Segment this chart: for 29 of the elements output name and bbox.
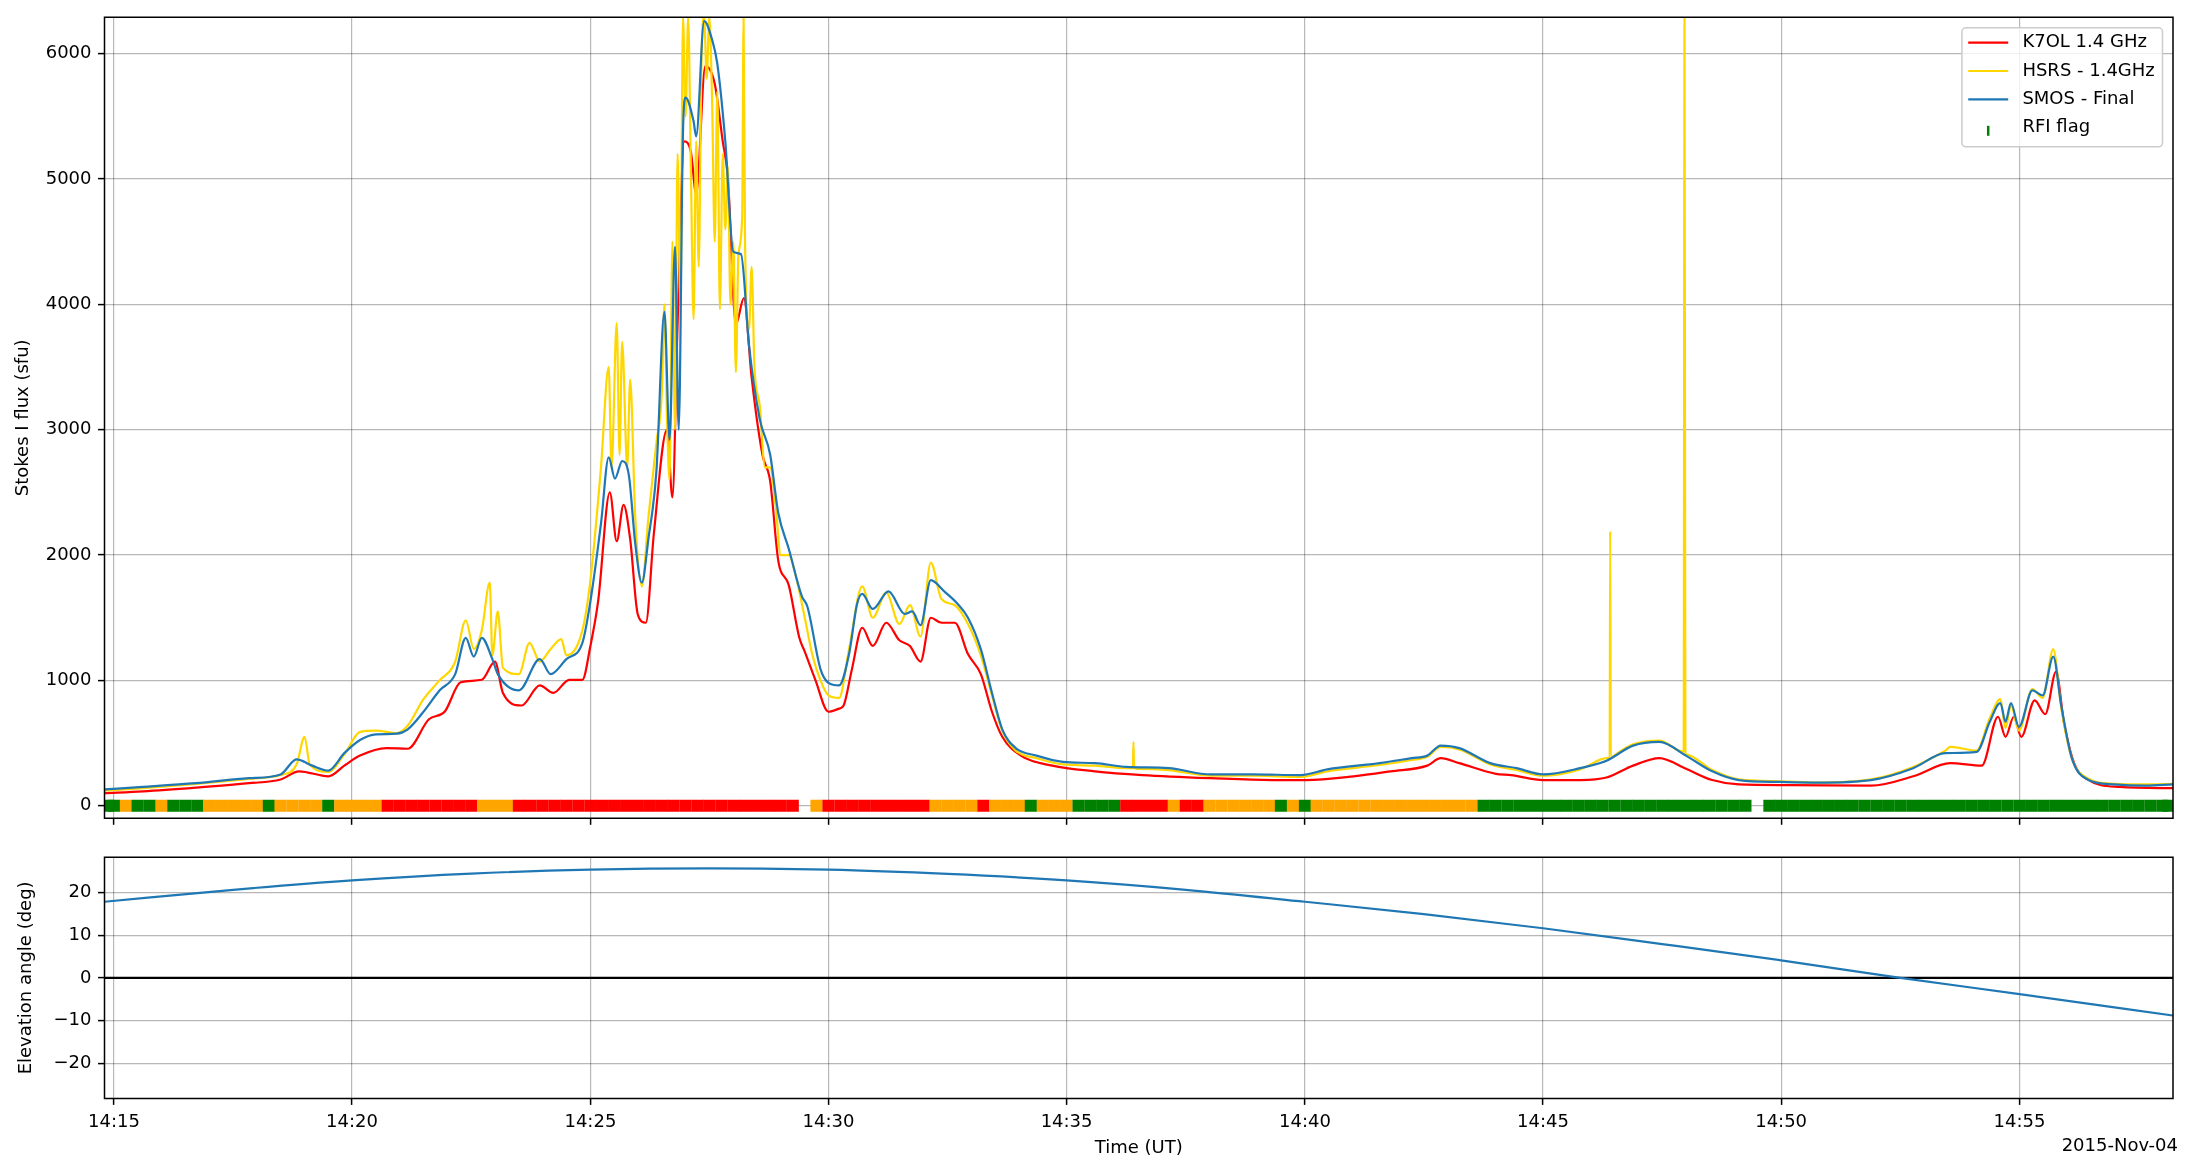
y-tick-label: 1000 <box>45 668 92 690</box>
y-tick-label: 2000 <box>45 542 92 564</box>
y-tick-label: 4000 <box>45 292 92 314</box>
y-axis-title: Stokes I flux (sfu) <box>11 339 33 497</box>
legend-label: K7OL 1.4 GHz <box>2022 30 2147 52</box>
x-tick-label: 14:40 <box>1279 1109 1331 1131</box>
y-axis-title: Elevation angle (deg) <box>14 881 36 1075</box>
x-tick-label: 14:55 <box>1993 1109 2046 1131</box>
text: 2015-Nov-04 <box>2061 1133 2178 1155</box>
y-tick-label: 3000 <box>45 417 92 439</box>
x-tick-label: 14:25 <box>564 1109 617 1131</box>
y-tick-label: −10 <box>53 1008 92 1030</box>
x-tick-label: 14:50 <box>1755 1109 1808 1131</box>
x-tick-label: 14:15 <box>87 1109 140 1131</box>
x-tick-label: 14:45 <box>1517 1109 1569 1131</box>
y-tick-label: 0 <box>80 793 92 815</box>
legend-label: HSRS - 1.4GHz <box>2022 58 2155 80</box>
x-axis-title: Time (UT) <box>1093 1135 1183 1157</box>
y-tick-label: 6000 <box>45 41 92 63</box>
x-tick-label: 14:30 <box>802 1109 855 1131</box>
legend-label: SMOS - Final <box>2022 87 2135 109</box>
y-tick-label: 10 <box>68 922 92 944</box>
y-tick-label: −20 <box>53 1051 92 1073</box>
legend-label: RFI flag <box>2022 115 2091 137</box>
x-tick-label: 14:20 <box>326 1109 378 1131</box>
x-tick-label: 14:35 <box>1040 1109 1093 1131</box>
y-tick-label: 5000 <box>45 166 92 188</box>
y-tick-label: 20 <box>68 880 92 902</box>
y-tick-label: 0 <box>80 965 92 987</box>
